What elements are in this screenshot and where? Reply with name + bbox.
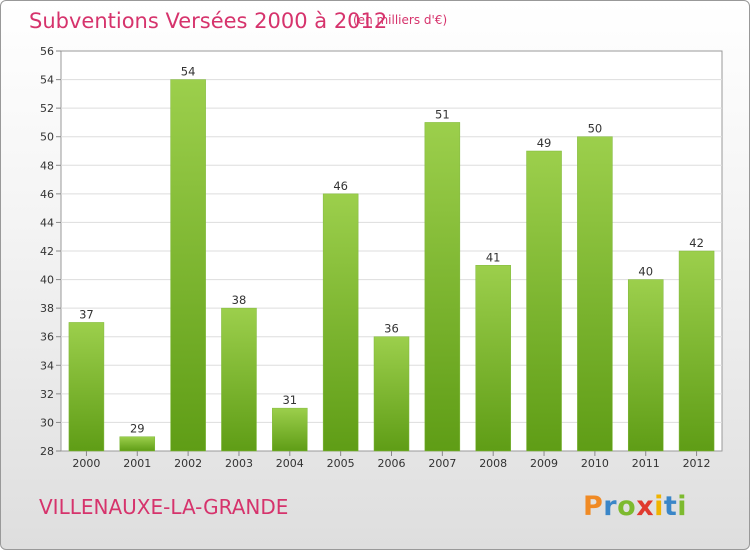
data-label: 40 xyxy=(638,265,653,279)
x-tick-label: 2011 xyxy=(632,457,660,470)
data-label: 42 xyxy=(689,236,704,250)
data-label: 51 xyxy=(435,107,450,121)
x-tick-label: 2001 xyxy=(123,457,151,470)
proxiti-logo: Proxiti xyxy=(583,491,687,522)
chart-title: Subventions Versées 2000 à 2012 xyxy=(29,9,388,33)
y-tick-label: 50 xyxy=(40,131,54,144)
logo-letter: t xyxy=(663,491,678,522)
y-tick-label: 32 xyxy=(40,388,54,401)
logo-letter: P xyxy=(583,491,604,522)
data-label: 31 xyxy=(282,393,297,407)
data-label: 46 xyxy=(333,179,348,193)
x-tick-label: 2000 xyxy=(72,457,100,470)
data-label: 36 xyxy=(384,322,399,336)
logo-letter: x xyxy=(636,491,655,522)
x-tick-label: 2006 xyxy=(378,457,406,470)
x-tick-label: 2004 xyxy=(276,457,304,470)
bar xyxy=(68,322,105,452)
logo-letter: i xyxy=(677,491,688,522)
y-tick-label: 30 xyxy=(40,416,54,429)
y-tick-label: 42 xyxy=(40,245,54,258)
y-tick-label: 52 xyxy=(40,102,54,115)
bar xyxy=(627,279,664,452)
x-tick-label: 2012 xyxy=(683,457,711,470)
x-axis: 2000 2001 2002 2003 2004 2005 2006 2007 2008 2009… xyxy=(72,451,711,470)
x-tick-label: 2002 xyxy=(174,457,202,470)
y-tick-label: 38 xyxy=(40,302,54,315)
bars: 37 29 54 38 31 46 36 51 41 49 50 40 42 xyxy=(68,65,715,452)
x-tick-label: 2008 xyxy=(479,457,507,470)
data-label: 49 xyxy=(537,136,552,150)
bar xyxy=(577,136,613,452)
y-tick-label: 56 xyxy=(40,45,54,58)
bar xyxy=(373,336,410,452)
x-tick-label: 2005 xyxy=(327,457,355,470)
bar xyxy=(119,436,156,452)
y-tick-label: 34 xyxy=(40,359,54,372)
logo-letter: r xyxy=(603,491,618,522)
logo-letter: i xyxy=(654,491,664,522)
x-tick-label: 2003 xyxy=(225,457,253,470)
x-tick-label: 2009 xyxy=(530,457,558,470)
y-tick-label: 44 xyxy=(40,216,54,229)
logo-letter: o xyxy=(617,491,637,522)
bar xyxy=(272,407,308,452)
data-label: 29 xyxy=(130,422,145,436)
y-tick-label: 40 xyxy=(40,274,54,287)
bar xyxy=(221,307,257,452)
bar xyxy=(475,265,511,452)
data-label: 37 xyxy=(79,307,94,321)
y-tick-label: 48 xyxy=(40,159,54,172)
unit-label: (en milliers d'€) xyxy=(353,13,448,27)
data-label: 38 xyxy=(232,293,247,307)
y-tick-label: 46 xyxy=(40,188,54,201)
x-tick-label: 2007 xyxy=(428,457,456,470)
bar xyxy=(170,79,206,452)
bar xyxy=(424,122,461,452)
x-tick-label: 2010 xyxy=(581,457,609,470)
y-tick-label: 28 xyxy=(40,445,54,458)
place-name: VILLENAUXE-LA-GRANDE xyxy=(39,495,289,519)
bar xyxy=(678,250,715,452)
data-label: 50 xyxy=(588,122,603,136)
y-axis: 28 30 32 34 36 38 40 42 44 46 48 50 52 54 56 xyxy=(40,45,61,458)
y-tick-label: 54 xyxy=(40,74,54,87)
y-tick-label: 36 xyxy=(40,331,54,344)
bar xyxy=(526,150,562,452)
data-label: 54 xyxy=(181,65,196,79)
data-label: 41 xyxy=(486,250,501,264)
bar xyxy=(322,193,359,452)
